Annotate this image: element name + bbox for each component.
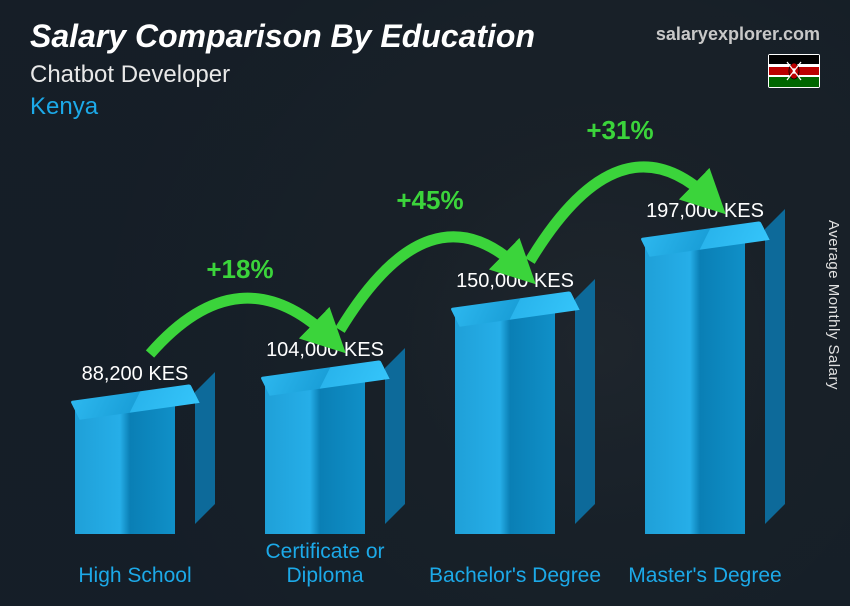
bar	[75, 402, 195, 534]
increase-percent-label: +31%	[586, 115, 653, 145]
y-axis-label: Average Monthly Salary	[825, 220, 842, 390]
bar-value-label: 150,000 KES	[425, 270, 605, 293]
increase-percent-label: +45%	[396, 185, 463, 215]
bar-chart: High School88,200 KESCertificate or Dipl…	[40, 108, 810, 588]
infographic-canvas: Salary Comparison By Education Chatbot D…	[0, 0, 850, 606]
bar-category-label: Master's Degree	[610, 564, 800, 588]
bar-value-label: 88,200 KES	[45, 363, 225, 386]
bar	[455, 309, 575, 534]
bar-group: Bachelor's Degree 150,000 KES	[420, 253, 610, 588]
source-attribution: salaryexplorer.com	[656, 24, 820, 45]
kenya-flag-icon	[768, 54, 820, 88]
bar	[265, 378, 385, 534]
bar-group: Master's Degree 197,000 KES	[610, 183, 800, 588]
bar-category-label: Bachelor's Degree	[420, 564, 610, 588]
bar-value-label: 104,000 KES	[235, 339, 415, 362]
bar	[645, 239, 765, 534]
bar-category-label: High School	[40, 564, 230, 588]
bar-group: Certificate or Diploma 104,000 KES	[230, 322, 420, 588]
bar-group: High School 88,200 KES	[40, 346, 230, 588]
job-title: Chatbot Developer	[30, 61, 820, 89]
bar-value-label: 197,000 KES	[615, 200, 795, 223]
increase-percent-label: +18%	[206, 254, 273, 284]
bar-category-label: Certificate or Diploma	[230, 540, 420, 588]
